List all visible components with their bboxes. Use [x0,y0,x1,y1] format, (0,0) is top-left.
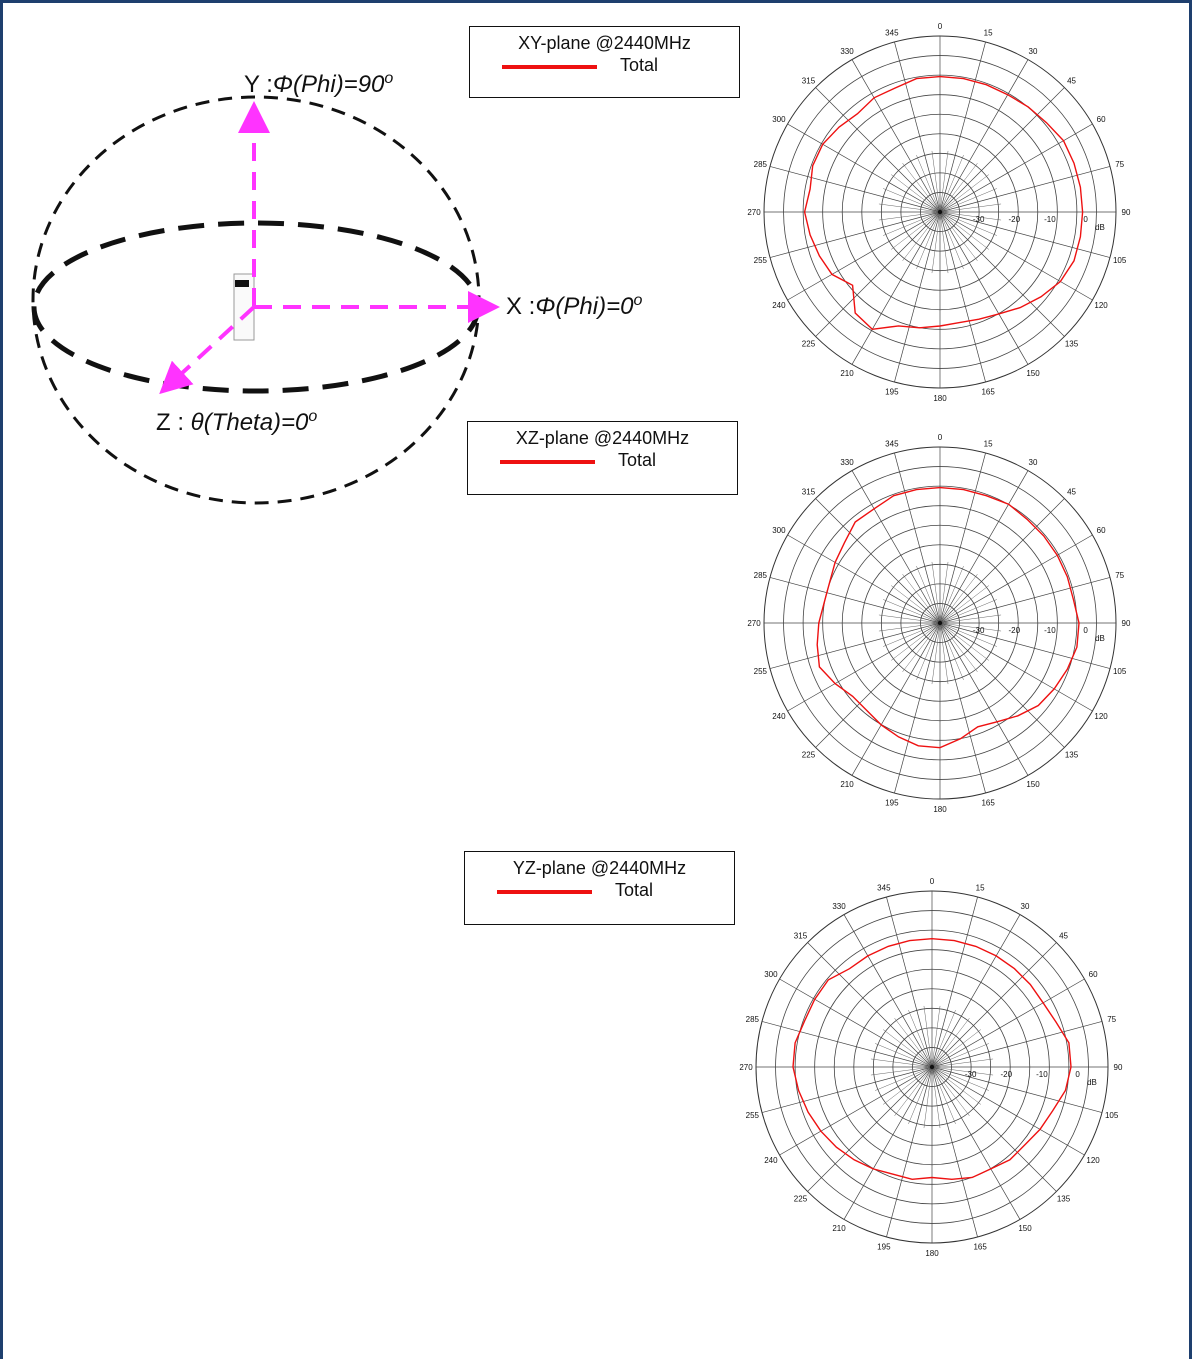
y-axis-label: Y :Φ(Phi)=90o [244,70,393,98]
legend-title: XZ-plane @2440MHz [515,428,690,448]
device-label [235,280,249,287]
legend-series-name: Total [618,450,657,470]
legend-series-name: Total [620,55,659,75]
legend-title: YZ-plane @2440MHz [512,858,687,878]
x-axis-label: X :Φ(Phi)=0o [506,292,642,320]
legend-swatch [497,890,592,894]
legend-swatch [502,65,597,69]
legend-title: XY-plane @2440MHz [518,33,691,53]
legend-xy: XY-plane @2440MHz Total [469,26,740,98]
z-axis-arrow [159,305,256,395]
legend-xz: XZ-plane @2440MHz Total [467,421,738,495]
legend-series-name: Total [615,880,654,900]
z-axis-label: Z : θ(Theta)=0o [156,408,317,436]
legend-swatch [500,460,595,464]
coordinate-diagram: Y :Φ(Phi)=90o X :Φ(Phi)=0o Z : θ(Theta)=… [31,70,642,505]
legend-yz: YZ-plane @2440MHz Total [464,851,735,925]
